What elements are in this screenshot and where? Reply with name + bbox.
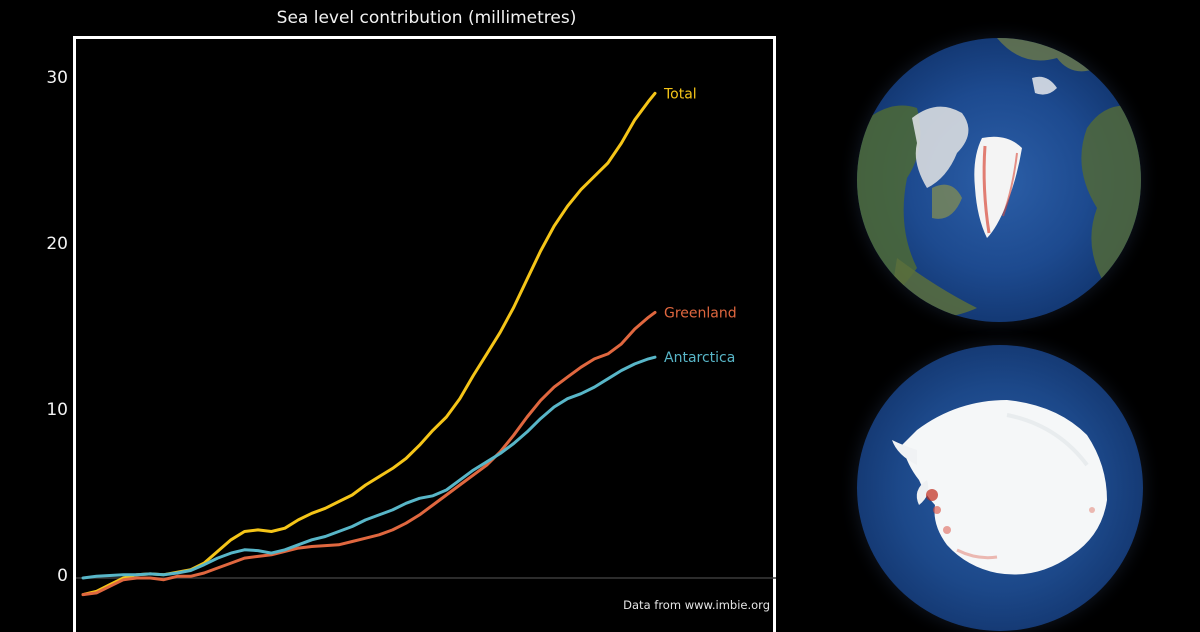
chart-title: Sea level contribution (millimetres) [276, 8, 577, 28]
arctic-globe-image [857, 38, 1141, 322]
y-tick-label: 10 [46, 400, 68, 420]
plot-frame [73, 36, 776, 632]
series-label-greenland: Greenland [664, 305, 737, 321]
source-note: Data from www.imbie.org [623, 598, 770, 612]
series-label-antarctica: Antarctica [664, 350, 735, 366]
series-line-greenland [81, 310, 657, 597]
series-label-total: Total [663, 86, 697, 102]
y-tick-label: 20 [46, 234, 68, 254]
y-tick-label: 30 [46, 68, 68, 88]
series-line-antarctica [81, 355, 657, 580]
y-tick-label: 0 [57, 566, 68, 586]
antarctic-globe-image [857, 345, 1143, 631]
